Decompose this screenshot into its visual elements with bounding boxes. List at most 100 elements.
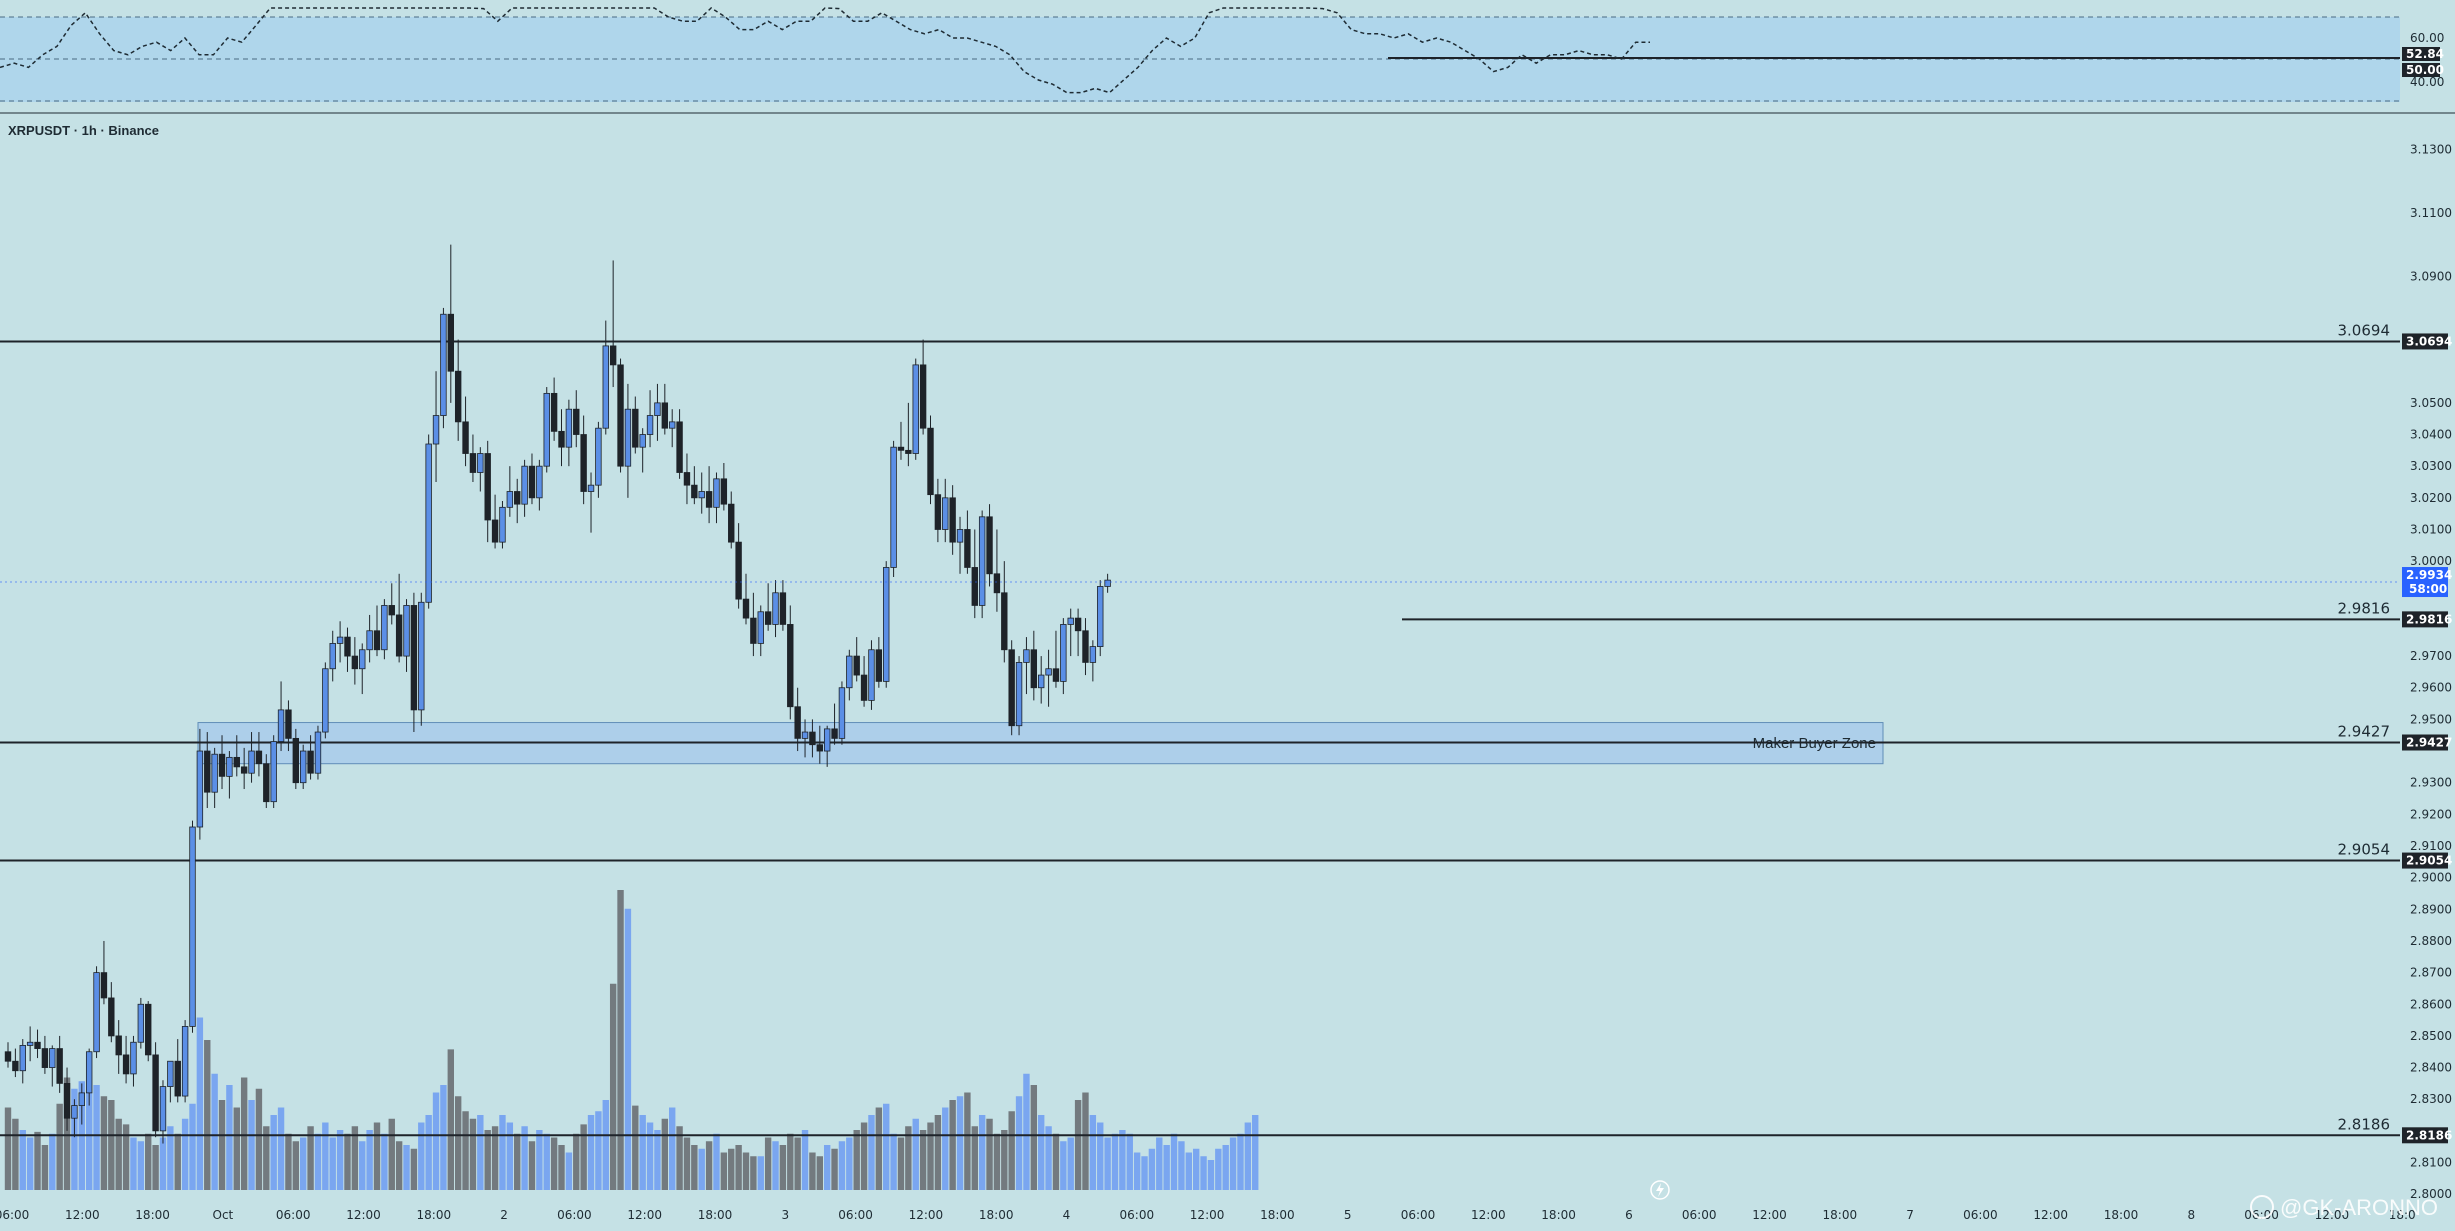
candle-down (816, 744, 823, 752)
candles (4, 244, 1111, 1144)
candle-up (1104, 579, 1111, 587)
candle-down (609, 345, 617, 366)
volume-bar (905, 1126, 912, 1190)
time-tick: 18:00 (1823, 1208, 1858, 1222)
time-tick: 06:00 (557, 1208, 592, 1222)
level-label: 3.0694 (2338, 321, 2391, 339)
price-tick: 2.9100 (2410, 839, 2452, 853)
rsi-tick-5284: 52.84 (2406, 47, 2444, 61)
price-tick: 3.0400 (2410, 428, 2452, 442)
candle-up (868, 649, 875, 701)
volume-bar (846, 1137, 853, 1190)
volume-bar (978, 1115, 986, 1190)
volume-bar (255, 1088, 263, 1190)
price-tick: 3.0900 (2410, 269, 2452, 283)
price-tick: 2.9300 (2410, 776, 2452, 790)
price-tick: 3.0500 (2410, 396, 2452, 410)
volume-bar (270, 1115, 277, 1190)
time-tick: 7 (1906, 1208, 1914, 1222)
volume-bar (639, 1115, 646, 1190)
volume-bar (425, 1115, 432, 1190)
volume-bar (823, 1145, 831, 1190)
volume-bar (580, 1124, 587, 1190)
level-badge (2402, 734, 2448, 751)
candle-up (1089, 646, 1097, 663)
price-tick: 2.9200 (2410, 807, 2452, 821)
volume-bar (130, 1137, 137, 1190)
time-tick: 5 (1344, 1208, 1352, 1222)
volume-bar (1185, 1152, 1192, 1190)
volume-bar (506, 1122, 514, 1190)
volume-bar (521, 1126, 528, 1190)
price-tick: 2.8500 (2410, 1029, 2452, 1043)
volume-bar (152, 1145, 159, 1190)
candle-up (78, 1092, 85, 1106)
candle-down (558, 430, 565, 448)
price-tick: 2.8900 (2410, 902, 2452, 916)
time-tick: 12:00 (627, 1208, 662, 1222)
price-tick: 2.8000 (2410, 1187, 2452, 1201)
candle-up (772, 592, 779, 625)
lightning-icon[interactable] (1650, 1180, 1670, 1200)
candle-down (469, 453, 477, 473)
volume-bar (705, 1141, 713, 1190)
price-tick: 2.9700 (2410, 649, 2452, 663)
volume-bar (1222, 1145, 1229, 1190)
candle-down (742, 598, 750, 619)
volume-bar (351, 1126, 359, 1190)
replay-icon[interactable] (1650, 1180, 1670, 1200)
volume-bar (56, 1103, 63, 1190)
volume-bar (1023, 1073, 1030, 1190)
volume-bar (1030, 1085, 1038, 1190)
candle-up (639, 434, 646, 448)
candle-up (181, 1026, 189, 1097)
candle-down (174, 1060, 181, 1097)
candle-down (853, 655, 860, 676)
candle-down (115, 1035, 122, 1056)
volume-bar (1163, 1145, 1170, 1190)
candle-up (883, 567, 890, 682)
volume-bar (329, 1137, 336, 1190)
time-tick: 8 (2187, 1208, 2195, 1222)
candle-down (100, 972, 108, 999)
candle-up (823, 728, 831, 752)
candle-up (536, 465, 543, 499)
volume-bar (661, 1118, 669, 1190)
time-tick: 18:00 (135, 1208, 170, 1222)
time-tick: 12:00 (2315, 1208, 2350, 1222)
volume-bar (942, 1107, 949, 1190)
candle-down (41, 1048, 49, 1068)
volume-bar (609, 983, 617, 1190)
volume-bar (787, 1133, 794, 1190)
candle-down (986, 516, 993, 575)
candle-down (934, 494, 942, 530)
volume-bar (93, 1085, 100, 1190)
volume-bars (4, 890, 1259, 1190)
volume-bar (1001, 1130, 1008, 1190)
candle-up (757, 611, 764, 644)
candle-up (248, 750, 255, 774)
candle-up (211, 753, 218, 793)
volume-bar (285, 1133, 292, 1190)
volume-bar (1045, 1126, 1052, 1190)
volume-bar (764, 1137, 772, 1190)
volume-bar (919, 1130, 927, 1190)
candle-down (705, 491, 713, 508)
volume-bar (683, 1137, 691, 1190)
candle-down (728, 503, 735, 543)
candle-down (875, 649, 883, 682)
volume-bar (122, 1124, 130, 1190)
candle-up (71, 1105, 78, 1119)
volume-bar (927, 1122, 934, 1190)
volume-bar (34, 1131, 41, 1190)
volume-bar (41, 1145, 49, 1190)
rsi-line (0, 7, 1650, 94)
volume-bar (12, 1118, 19, 1190)
lightning-bolt-icon[interactable] (1656, 1183, 1664, 1197)
volume-bar (359, 1141, 366, 1190)
volume-bar (897, 1137, 905, 1190)
volume-bar (233, 1107, 240, 1190)
volume-bar (779, 1145, 787, 1190)
candle-down (454, 370, 462, 423)
current-price-badge-box (2402, 567, 2448, 598)
